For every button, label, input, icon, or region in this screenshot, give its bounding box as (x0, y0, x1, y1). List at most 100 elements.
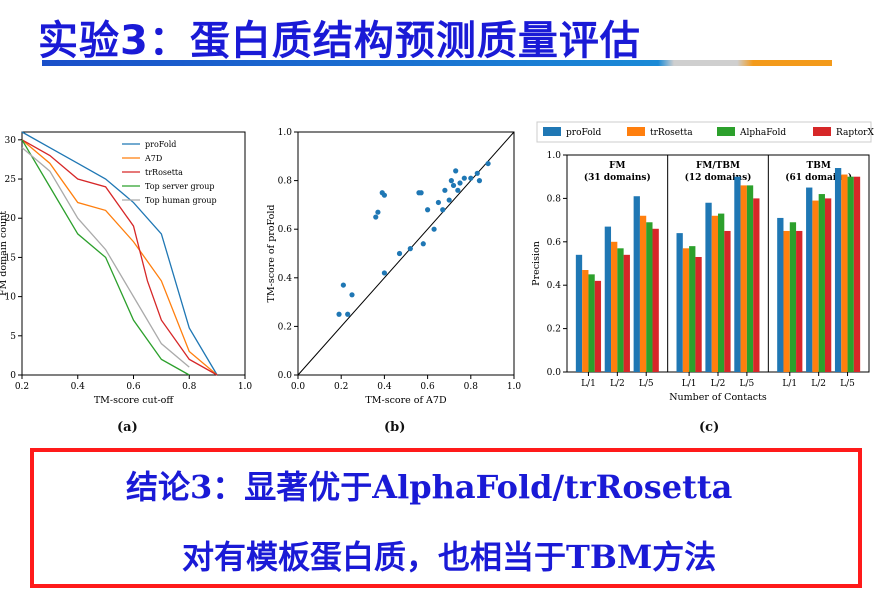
group-subtitle: (12 domains) (685, 172, 752, 183)
group-title: FM (609, 161, 625, 171)
bar (818, 194, 825, 372)
bar (789, 222, 797, 372)
bar (724, 230, 731, 372)
scatter-point (425, 207, 431, 213)
x-tick-label: L/1 (782, 379, 797, 389)
y-tick-label: 10 (5, 293, 17, 303)
x-tick-label: L/1 (581, 379, 596, 389)
y-tick-label: 15 (5, 253, 17, 263)
x-tick-label: 1.0 (507, 382, 522, 392)
y-tick-label: 0.0 (547, 368, 562, 378)
legend-label: Top human group (145, 196, 217, 205)
scatter-point (476, 178, 483, 184)
group-title: FM/TBM (696, 161, 740, 171)
y-tick-label: 25 (5, 175, 17, 185)
scatter-point (340, 282, 346, 288)
group-title: TBM (807, 161, 831, 171)
bar (695, 256, 702, 372)
legend-swatch (813, 127, 831, 136)
scatter-point (431, 226, 437, 232)
legend-label: Top server group (145, 182, 215, 191)
scatter-point (349, 292, 355, 298)
scatter-point (474, 170, 480, 176)
bar (783, 230, 790, 372)
x-tick-label: 0.6 (420, 382, 435, 392)
bar (575, 254, 583, 372)
bar (718, 213, 725, 372)
legend-swatch (543, 127, 561, 136)
bar (588, 274, 595, 372)
bar (847, 176, 854, 372)
y-tick-label: 0.4 (278, 274, 293, 284)
x-axis-label: Number of Contacts (669, 392, 767, 403)
scatter-point (448, 178, 454, 184)
scatter-point (450, 182, 457, 189)
legend-label: proFold (145, 140, 176, 149)
bar (812, 200, 819, 372)
y-axis-label: Precision (531, 241, 542, 286)
y-tick-label: 0.0 (278, 371, 293, 381)
scatter-point (461, 175, 467, 181)
scatter-point (457, 180, 463, 186)
x-tick-label: 0.8 (182, 382, 197, 392)
y-tick-label: 20 (5, 214, 17, 224)
bar (834, 168, 842, 372)
x-tick-label: L/1 (682, 379, 697, 389)
y-tick-label: 0.2 (547, 325, 561, 335)
bar (796, 230, 803, 372)
legend-label: proFold (566, 128, 602, 138)
y-axis-label: TM-score of proFold (266, 205, 277, 303)
scatter-point (442, 187, 448, 193)
series-line-profold (21, 131, 218, 376)
y-tick-label: 0.6 (278, 225, 293, 235)
x-axis-label: TM-score of A7D (365, 395, 447, 406)
bar (853, 176, 861, 372)
y-tick-label: 0.8 (278, 177, 293, 187)
x-tick-label: L/2 (610, 379, 625, 389)
panel-label-b: (b) (384, 420, 406, 435)
plot-frame (21, 131, 246, 376)
x-tick-label: 1.0 (238, 382, 253, 392)
bar (633, 196, 640, 372)
x-tick-label: L/2 (811, 379, 826, 389)
x-tick-label: 0.4 (71, 382, 86, 392)
bar (824, 198, 832, 372)
x-axis-label: TM-score cut-off (94, 395, 175, 406)
x-tick-label: L/5 (639, 379, 654, 389)
series-line-a7d (21, 139, 218, 376)
chart-tm-score-scatter: 0.0 0.2 0.4 0.6 0.8 1.0 0.0 0.2 0.4 0.6 0.8 1.0 TM-s… (266, 128, 522, 406)
bar (582, 270, 589, 372)
scatter-point (381, 192, 387, 198)
bar (611, 241, 618, 372)
series-line-top-human-group (21, 147, 190, 368)
x-tick-label: 0.2 (15, 382, 29, 392)
bar (777, 217, 784, 372)
bar (594, 280, 602, 372)
scatter-point (381, 270, 387, 276)
bar (617, 248, 624, 372)
bar (604, 226, 612, 372)
scatter-point (396, 250, 403, 257)
scatter-point (375, 209, 381, 215)
legend-box (536, 121, 872, 143)
bar (689, 246, 696, 372)
conclusion-line-1: 结论3：显著优于AlphaFold/trRosetta (126, 468, 733, 506)
bar (646, 222, 653, 372)
scatter-point (345, 311, 351, 317)
bar (705, 202, 712, 372)
scatter-point (453, 168, 459, 174)
scatter-point (418, 190, 424, 196)
panel-label-c: (c) (699, 420, 720, 435)
legend-label: trRosetta (145, 168, 183, 177)
legend-label: A7D (144, 154, 162, 163)
y-tick-label: 1.0 (547, 151, 562, 161)
x-tick-label: 0.4 (377, 382, 392, 392)
x-tick-label: 0.2 (334, 382, 348, 392)
legend-label: AlphaFold (739, 128, 786, 138)
y-tick-label: 0.6 (547, 238, 562, 248)
series-line-trrosetta (21, 139, 218, 376)
panel-label-a: (a) (117, 420, 138, 435)
x-tick-label: L/2 (711, 379, 726, 389)
group-subtitle: (31 domains) (584, 172, 651, 183)
bar (746, 185, 754, 372)
